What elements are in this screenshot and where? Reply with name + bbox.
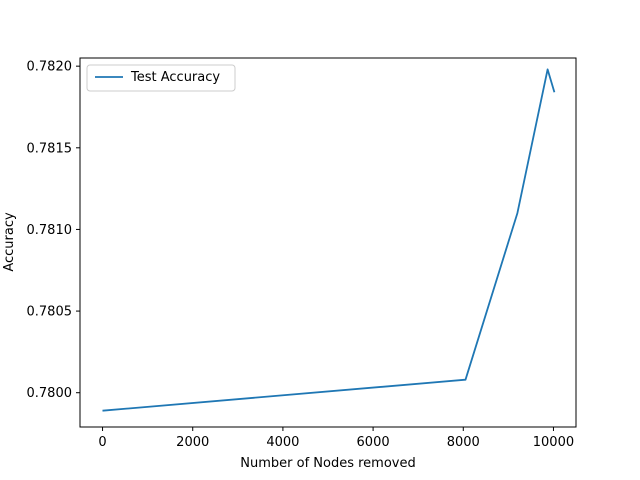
legend: Test Accuracy — [86, 64, 236, 92]
x-tick-label: 4000 — [266, 435, 299, 450]
x-axis-label: Number of Nodes removed — [240, 456, 415, 471]
y-tick-label: 0.7810 — [27, 223, 73, 238]
x-tick-label: 2000 — [176, 435, 209, 450]
plot-frame — [79, 57, 577, 428]
y-axis-label: Accuracy — [2, 212, 17, 272]
y-tick-label: 0.7820 — [27, 60, 73, 75]
series-line-test-accuracy — [102, 68, 556, 412]
legend-label: Test Accuracy — [130, 70, 220, 85]
y-ticks: 0.7800 0.7805 0.7810 0.7815 0.7820 — [27, 60, 80, 401]
y-tick-label: 0.7805 — [27, 305, 73, 320]
y-tick-label: 0.7815 — [27, 141, 73, 156]
y-tick-label: 0.7800 — [27, 386, 73, 401]
x-ticks: 0 2000 4000 6000 8000 10000 — [98, 427, 574, 450]
x-tick-label: 6000 — [357, 435, 390, 450]
series-layer — [102, 68, 556, 412]
plot-background — [80, 58, 576, 427]
x-tick-label: 8000 — [447, 435, 480, 450]
x-tick-label: 0 — [98, 435, 106, 450]
x-tick-label: 10000 — [533, 435, 574, 450]
legend-box — [86, 64, 236, 92]
